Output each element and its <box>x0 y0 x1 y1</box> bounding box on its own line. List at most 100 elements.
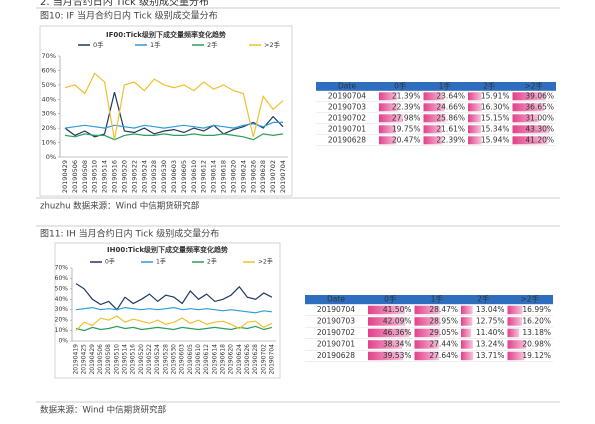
x-tick-label: 20190603 <box>170 160 178 193</box>
data-bar <box>368 351 404 361</box>
cell-value: 11.40% <box>476 328 505 337</box>
cell-value: 19.12% <box>522 351 551 360</box>
x-tick-label: 20190612 <box>200 160 208 193</box>
x-tick-label: 20190702 <box>260 344 267 375</box>
column-header: >2手 <box>524 80 543 90</box>
data-bar <box>507 328 520 338</box>
x-tick-label: 20190614 <box>211 344 218 375</box>
data-bar <box>512 103 544 112</box>
data-bar <box>468 92 482 101</box>
x-tick-label: 20190614 <box>210 160 218 193</box>
x-tick-label: 20190618 <box>220 160 228 193</box>
x-tick-label: 20190520 <box>120 160 128 193</box>
data-bar <box>368 328 410 338</box>
row-date: 20190703 <box>317 316 355 325</box>
data-bar <box>414 317 441 326</box>
row-date: 20190701 <box>317 339 355 348</box>
data-bar <box>379 92 398 101</box>
data-bar <box>461 317 473 326</box>
cell-value: 31.00% <box>525 113 554 122</box>
x-tick-label: 20190605 <box>180 160 188 193</box>
chart-title: IH00:Tick级别下成交量频率变化趋势 <box>107 245 228 254</box>
data-bar <box>379 114 403 123</box>
cell-value: 23.64% <box>436 91 465 100</box>
data-bar <box>414 305 440 315</box>
cell-value: 39.53% <box>383 351 412 360</box>
y-tick-label: 10% <box>55 327 69 334</box>
legend-label: >2手 <box>264 40 281 49</box>
x-tick-label: 20190510 <box>113 344 120 375</box>
column-header: 2手 <box>483 80 496 90</box>
data-line <box>75 283 273 311</box>
y-tick-label: 30% <box>55 306 69 313</box>
legend-label: 2手 <box>207 258 217 266</box>
y-tick-label: 10% <box>42 139 56 147</box>
legend-label: 1手 <box>156 258 166 266</box>
y-tick-label: 40% <box>55 296 69 303</box>
cell-value: 15.94% <box>481 135 510 144</box>
cell-value: 36.65% <box>525 102 554 111</box>
row-date: 20190704 <box>328 91 366 100</box>
x-tick-label: 20190522 <box>130 160 138 193</box>
y-tick-label: 70% <box>42 52 56 60</box>
x-tick-label: 20190522 <box>146 344 153 375</box>
cell-value: 13.71% <box>476 351 505 360</box>
row-date: 20190703 <box>328 102 366 111</box>
cell-value: 22.39% <box>436 135 465 144</box>
y-tick-label: 0% <box>46 153 56 161</box>
data-bar <box>423 125 442 134</box>
y-tick-label: 60% <box>42 66 56 74</box>
column-header: Date <box>327 295 345 304</box>
column-header: 1手 <box>439 80 452 90</box>
legend-label: 1手 <box>150 40 161 49</box>
x-tick-label: 20190605 <box>187 344 194 375</box>
data-bar <box>468 114 481 123</box>
data-bar <box>423 136 443 145</box>
cell-value: 20.98% <box>522 339 551 348</box>
x-tick-label: 20190628 <box>252 344 259 375</box>
cell-value: 13.24% <box>476 339 505 348</box>
x-tick-label: 20190612 <box>203 344 210 375</box>
figure-source: 数据来源：Wind 中信期货研究部 <box>40 405 167 416</box>
data-bar <box>368 340 403 349</box>
x-tick-label: 20190626 <box>244 344 251 375</box>
x-tick-label: 20190516 <box>130 344 137 375</box>
cell-value: 22.39% <box>392 102 421 111</box>
data-bar <box>461 328 472 338</box>
section-heading: 2. 当月合约日内 Tick 级别成交量分布 <box>40 0 209 8</box>
chart-frame <box>39 25 293 197</box>
data-bar <box>512 114 539 123</box>
data-bar <box>423 114 446 123</box>
cell-value: 28.95% <box>429 316 458 325</box>
x-tick-label: 20190514 <box>101 160 109 193</box>
column-header: 0手 <box>384 294 397 304</box>
x-tick-label: 20190508 <box>81 160 89 193</box>
x-tick-label: 20190524 <box>140 160 148 193</box>
data-bar <box>368 305 405 315</box>
cell-value: 25.86% <box>436 113 465 122</box>
data-line <box>64 121 283 129</box>
legend-label: 0手 <box>93 40 104 49</box>
data-line <box>76 306 272 314</box>
data-bar <box>423 92 444 101</box>
data-bar <box>461 305 473 315</box>
figure-source: zhuzhu 数据来源：Wind 中信期货研究部 <box>40 201 200 212</box>
x-tick-label: 20190704 <box>279 160 287 193</box>
data-line <box>75 315 273 332</box>
x-tick-label: 20190624 <box>239 160 247 193</box>
data-bar <box>414 340 439 349</box>
x-tick-label: 20190702 <box>269 160 277 193</box>
legend-label: 0手 <box>105 258 115 266</box>
row-date: 20190702 <box>317 328 355 337</box>
data-line <box>75 325 273 332</box>
x-tick-label: 20190508 <box>105 344 112 375</box>
x-tick-label: 20190620 <box>228 344 235 375</box>
x-tick-label: 20190620 <box>229 160 237 193</box>
data-bar <box>507 340 527 349</box>
y-tick-label: 20% <box>55 317 69 324</box>
data-bar <box>414 351 440 361</box>
x-tick-label: 20190528 <box>162 344 169 375</box>
data-bar <box>512 125 550 134</box>
data-bar <box>468 136 482 145</box>
